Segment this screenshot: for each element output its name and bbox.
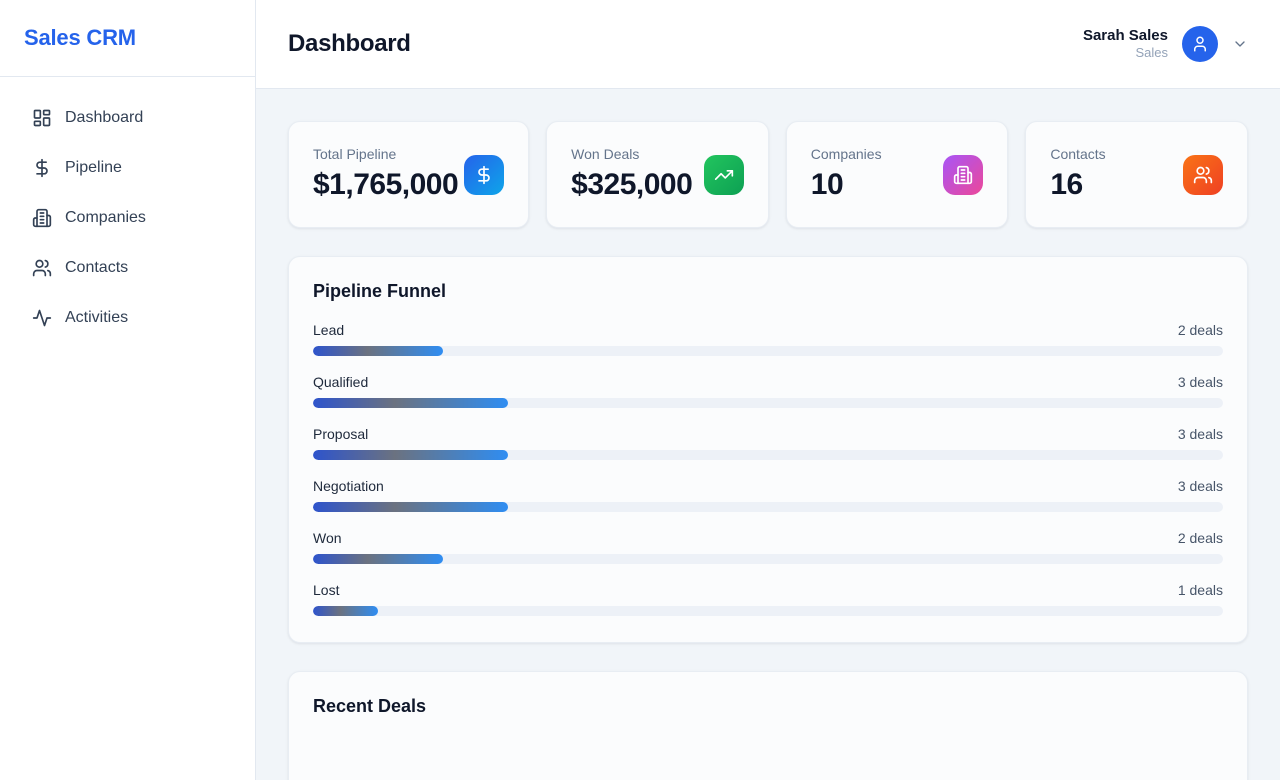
- sidebar-item-label: Companies: [65, 209, 146, 226]
- funnel-row-negotiation: Negotiation 3 deals: [313, 478, 1223, 512]
- stage-deal-count: 3 deals: [1177, 374, 1223, 390]
- activity-icon: [32, 308, 52, 328]
- stat-card-won-deals: Won Deals $325,000: [546, 121, 769, 228]
- top-bar: Dashboard Sarah Sales Sales: [256, 0, 1280, 89]
- stat-card-companies: Companies 10: [785, 121, 1009, 228]
- funnel-row-lead: Lead 2 deals: [313, 322, 1223, 356]
- stat-value: 16: [1050, 168, 1083, 201]
- building-icon: [32, 208, 52, 228]
- recent-deals-panel: Recent Deals: [288, 671, 1248, 780]
- stat-label: Companies: [810, 146, 882, 162]
- sidebar-item-label: Activities: [65, 309, 129, 326]
- funnel-row-lost: Lost 1 deals: [313, 582, 1223, 616]
- stage-label: Qualified: [313, 374, 369, 390]
- funnel-bar-fill: [313, 450, 508, 460]
- funnel-bar-track: [313, 346, 1223, 356]
- stat-label: Won Deals: [571, 146, 640, 162]
- avatar[interactable]: [1182, 25, 1218, 62]
- stage-label: Won: [313, 530, 342, 546]
- funnel-bar-track: [313, 554, 1223, 564]
- stage-label: Lead: [313, 322, 345, 338]
- sidebar-item-activities[interactable]: Activities: [16, 297, 239, 339]
- sidebar: Sales CRM Dashboard Pipeline Companies: [0, 0, 256, 780]
- stage-deal-count: 1 deals: [1177, 582, 1223, 598]
- stage-deal-count: 3 deals: [1177, 426, 1223, 442]
- funnel-bar-fill: [313, 606, 378, 616]
- stat-label: Total Pipeline: [313, 146, 397, 162]
- user-menu[interactable]: Sarah Sales Sales: [1083, 25, 1248, 62]
- dollar-sign-icon: [32, 158, 52, 178]
- stat-value: $325,000: [571, 168, 693, 201]
- user-role: Sales: [1135, 45, 1168, 61]
- pipeline-funnel-panel: Pipeline Funnel Lead 2 deals Qualified 3…: [288, 256, 1248, 643]
- users-icon: [32, 258, 52, 278]
- logo-block: Sales CRM: [0, 0, 255, 77]
- funnel-row-qualified: Qualified 3 deals: [313, 374, 1223, 408]
- stat-info: Contacts 16: [1050, 146, 1105, 203]
- users-icon: [1182, 154, 1223, 195]
- sidebar-item-label: Dashboard: [65, 109, 144, 126]
- user-icon: [1191, 35, 1209, 53]
- stage-label: Proposal: [313, 426, 369, 442]
- user-name: Sarah Sales: [1082, 26, 1168, 44]
- stats-grid: Total Pipeline $1,765,000 Won Deals $325…: [288, 121, 1248, 228]
- stat-value: 10: [810, 168, 844, 201]
- stat-card-total-pipeline: Total Pipeline $1,765,000: [288, 121, 530, 228]
- pipeline-funnel-title: Pipeline Funnel: [313, 281, 447, 301]
- funnel-bar-fill: [313, 346, 444, 356]
- funnel-bar-fill: [313, 398, 508, 408]
- app-logo: Sales CRM: [24, 25, 136, 50]
- stat-value: $1,765,000: [313, 168, 459, 201]
- chevron-down-icon[interactable]: [1232, 36, 1248, 52]
- user-text: Sarah Sales Sales: [1083, 26, 1168, 62]
- funnel-bar-fill: [313, 554, 444, 564]
- sidebar-item-contacts[interactable]: Contacts: [16, 247, 239, 289]
- stage-deal-count: 2 deals: [1177, 530, 1223, 546]
- building-icon: [943, 154, 984, 195]
- funnel-bar-track: [313, 450, 1223, 460]
- funnel-bar-fill: [313, 502, 508, 512]
- recent-deals-title: Recent Deals: [313, 696, 427, 716]
- sidebar-nav: Dashboard Pipeline Companies Contacts: [0, 77, 255, 367]
- stage-deal-count: 2 deals: [1177, 322, 1223, 338]
- funnel-row-won: Won 2 deals: [313, 530, 1223, 564]
- stat-info: Won Deals $325,000: [571, 146, 693, 203]
- stage-label: Negotiation: [313, 478, 384, 494]
- sidebar-item-companies[interactable]: Companies: [16, 197, 239, 239]
- funnel-bar-track: [313, 398, 1223, 408]
- trending-up-icon: [703, 154, 744, 195]
- funnel-bar-track: [313, 606, 1223, 616]
- stage-deal-count: 3 deals: [1177, 478, 1223, 494]
- funnel-row-proposal: Proposal 3 deals: [313, 426, 1223, 460]
- content-column: Dashboard Sarah Sales Sales: [256, 0, 1280, 780]
- sidebar-item-label: Pipeline: [65, 159, 122, 176]
- sidebar-item-label: Contacts: [65, 259, 129, 276]
- sidebar-item-pipeline[interactable]: Pipeline: [16, 147, 239, 189]
- stage-label: Lost: [313, 582, 340, 598]
- stat-label: Contacts: [1050, 146, 1106, 162]
- stat-card-contacts: Contacts 16: [1025, 121, 1248, 228]
- main-area: Total Pipeline $1,765,000 Won Deals $325…: [256, 89, 1280, 780]
- sidebar-item-dashboard[interactable]: Dashboard: [16, 97, 239, 139]
- page-title: Dashboard: [288, 30, 411, 57]
- stat-info: Companies 10: [811, 146, 882, 203]
- layout-dashboard-icon: [32, 108, 52, 128]
- funnel-bar-track: [313, 502, 1223, 512]
- dollar-sign-icon: [464, 154, 505, 195]
- stat-info: Total Pipeline $1,765,000: [313, 146, 459, 203]
